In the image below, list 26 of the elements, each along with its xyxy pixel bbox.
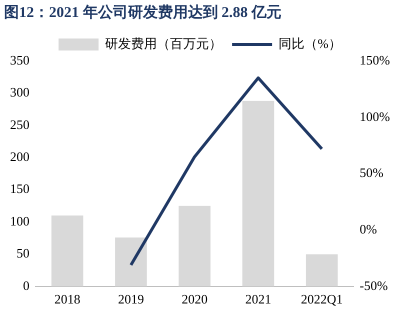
x-tick-label: 2021: [245, 292, 272, 307]
legend-label: 研发费用（百万元）: [105, 36, 222, 51]
chart-title: 图12：2021 年公司研发费用达到 2.88 亿元: [4, 4, 282, 21]
x-tick-label: 2019: [118, 292, 144, 307]
y-tick-label: 250: [10, 116, 30, 132]
y-tick-label: 300: [10, 84, 30, 100]
y-tick-label: 150: [10, 181, 30, 196]
y-tick-label: 100: [10, 213, 30, 228]
bar: [178, 206, 210, 286]
y-tick-label: 0: [23, 278, 30, 293]
y2-tick-label: 100%: [360, 108, 390, 124]
x-tick-label: 2018: [54, 292, 80, 307]
bar: [242, 100, 274, 286]
y-tick-label: 350: [10, 52, 30, 68]
x-tick-label: 2022Q1: [300, 292, 343, 307]
y2-tick-label: 0%: [360, 221, 378, 236]
bar: [115, 237, 147, 286]
y2-tick-label: -50%: [360, 278, 388, 293]
y-tick-label: 200: [10, 149, 30, 164]
y-tick-label: 50: [16, 246, 30, 261]
y2-tick-label: 150%: [360, 52, 390, 68]
y2-tick-label: 50%: [360, 165, 384, 180]
bar: [51, 216, 84, 286]
bar: [306, 254, 338, 286]
legend-label: 同比（%）: [278, 36, 342, 51]
x-tick-label: 2020: [182, 292, 208, 307]
